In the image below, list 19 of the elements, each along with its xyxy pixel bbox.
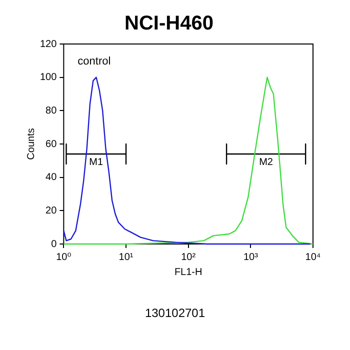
x-tick-label: 10³	[243, 252, 259, 263]
x-tick-label: 10⁴	[305, 252, 321, 263]
y-tick-label: 120	[40, 38, 58, 50]
x-axis-title: FL1-H	[174, 266, 202, 278]
text: 130102701	[144, 306, 206, 320]
y-tick-label: 100	[40, 72, 58, 84]
x-tick-label: 10¹	[118, 252, 134, 263]
series-label: M2	[259, 156, 274, 168]
x-tick-label: 10⁰	[56, 252, 72, 263]
y-tick-label: 40	[46, 172, 58, 184]
x-tick-label: 10²	[181, 252, 196, 263]
y-tick-label: 60	[46, 138, 58, 150]
chart-title: NCI-H460	[124, 12, 214, 35]
y-tick-label: 80	[46, 105, 58, 116]
y-tick-label: 20	[46, 205, 58, 216]
y-tick-label: 0	[51, 238, 58, 250]
y-axis-title: Counts	[26, 128, 37, 160]
annotation: control	[78, 56, 111, 68]
series-label: M1	[89, 156, 104, 168]
